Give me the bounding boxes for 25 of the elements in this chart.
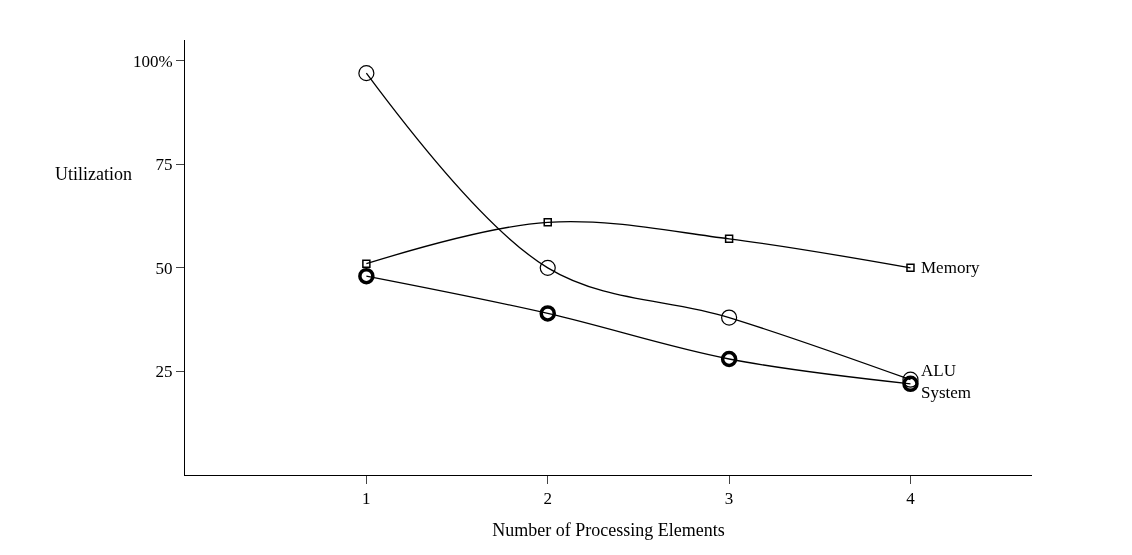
series-label: ALU [921,361,956,380]
point [539,305,556,322]
y-tick-label: 100% [132,51,173,71]
y-tick-label: 25 [155,362,173,382]
y-axis-title: Utilization [55,164,132,184]
series-label: Memory [921,258,981,277]
point [358,267,375,285]
x-tick-label: 1 [362,489,371,509]
point [721,309,738,326]
y-tick-label: 50 [155,258,173,278]
x-tick-label: 4 [906,489,916,509]
point [902,371,919,388]
point [724,234,734,244]
x-tick-label: 2 [543,489,552,509]
x-tick-label: 3 [724,489,734,509]
point [358,65,375,82]
series-label: System [921,383,972,402]
point [906,263,915,273]
x-axis-title: Number of Processing Elements [492,519,725,540]
y-tick-label: 75 [155,155,173,175]
point [362,259,371,268]
point [902,375,919,393]
point [539,259,556,276]
point [720,350,738,368]
point [543,218,552,227]
